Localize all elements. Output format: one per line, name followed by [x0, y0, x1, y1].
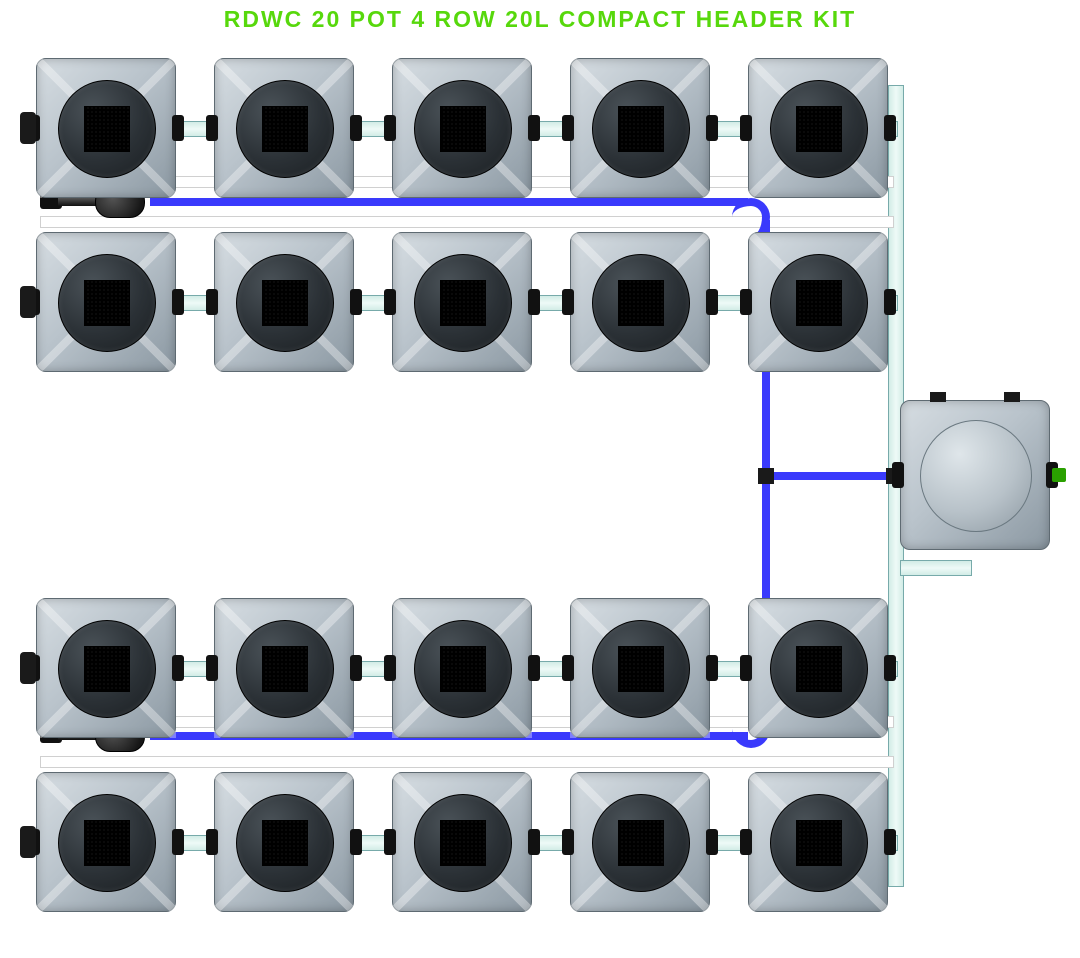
pot-r3c2 — [214, 598, 354, 738]
tank-outlet-valve — [1052, 468, 1066, 482]
row1-endcap — [20, 112, 36, 144]
row4-endcap — [20, 826, 36, 858]
pot-r2c3 — [392, 232, 532, 372]
pot-r1c4 — [570, 58, 710, 198]
pot-r4c2 — [214, 772, 354, 912]
pot-r1c5 — [748, 58, 888, 198]
row3-endcap — [20, 652, 36, 684]
header-tank — [900, 400, 1050, 550]
pot-r4c4 — [570, 772, 710, 912]
blue-tee-joint — [758, 468, 774, 484]
pot-r1c1 — [36, 58, 176, 198]
pot-r2c5 — [748, 232, 888, 372]
air-line-row34-bot — [40, 756, 894, 768]
pot-r3c3 — [392, 598, 532, 738]
pot-r4c5 — [748, 772, 888, 912]
pot-r2c4 — [570, 232, 710, 372]
pot-r1c3 — [392, 58, 532, 198]
pot-r2c2 — [214, 232, 354, 372]
diagram-canvas: RDWC 20 POT 4 ROW 20L COMPACT HEADER KIT — [0, 0, 1080, 958]
pot-r2c1 — [36, 232, 176, 372]
pot-r3c1 — [36, 598, 176, 738]
diagram-title: RDWC 20 POT 4 ROW 20L COMPACT HEADER KIT — [0, 6, 1080, 33]
overflow-stub-pipe — [900, 560, 972, 576]
pot-r1c2 — [214, 58, 354, 198]
pot-r4c3 — [392, 772, 532, 912]
blue-line-upper — [150, 198, 748, 206]
pot-r3c4 — [570, 598, 710, 738]
pot-r3c5 — [748, 598, 888, 738]
pot-r4c1 — [36, 772, 176, 912]
row2-endcap — [20, 286, 36, 318]
